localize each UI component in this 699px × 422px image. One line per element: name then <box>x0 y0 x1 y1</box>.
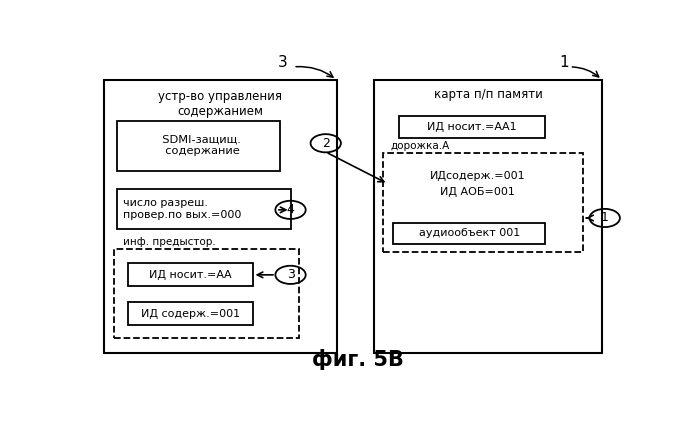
Text: 2: 2 <box>322 137 330 150</box>
Text: ИД АОБ=001: ИД АОБ=001 <box>440 187 515 197</box>
Bar <box>117 189 291 230</box>
Text: карта п/п памяти: карта п/п памяти <box>434 88 542 101</box>
Bar <box>399 116 545 138</box>
Text: 4: 4 <box>287 203 294 216</box>
Text: дорожка.А: дорожка.А <box>391 141 450 151</box>
Text: устр-во управления
содержанием: устр-во управления содержанием <box>158 89 282 118</box>
Text: SDMI-защищ.
  содержание: SDMI-защищ. содержание <box>155 135 241 157</box>
Text: фиг. 5В: фиг. 5В <box>312 349 404 370</box>
Text: 3: 3 <box>278 54 287 70</box>
Bar <box>382 153 583 252</box>
Bar <box>115 249 298 338</box>
Text: число разреш.
провер.по вых.=000: число разреш. провер.по вых.=000 <box>122 198 241 220</box>
Bar <box>128 303 252 325</box>
Text: 1: 1 <box>559 54 569 70</box>
Text: 3: 3 <box>287 268 294 281</box>
Bar <box>394 223 545 244</box>
Text: ИД носит.=АА1: ИД носит.=АА1 <box>427 122 517 132</box>
Bar <box>103 80 337 353</box>
Text: ИД носит.=АА: ИД носит.=АА <box>149 270 231 280</box>
Bar <box>128 263 252 286</box>
Bar <box>375 80 602 353</box>
Text: 1: 1 <box>600 211 609 225</box>
Text: ИДсодерж.=001: ИДсодерж.=001 <box>430 171 525 181</box>
Text: ИД содерж.=001: ИД содерж.=001 <box>140 309 240 319</box>
Bar <box>117 121 280 171</box>
Text: аудиообъект 001: аудиообъект 001 <box>419 228 520 238</box>
Text: инф. предыстор.: инф. предыстор. <box>122 237 215 247</box>
